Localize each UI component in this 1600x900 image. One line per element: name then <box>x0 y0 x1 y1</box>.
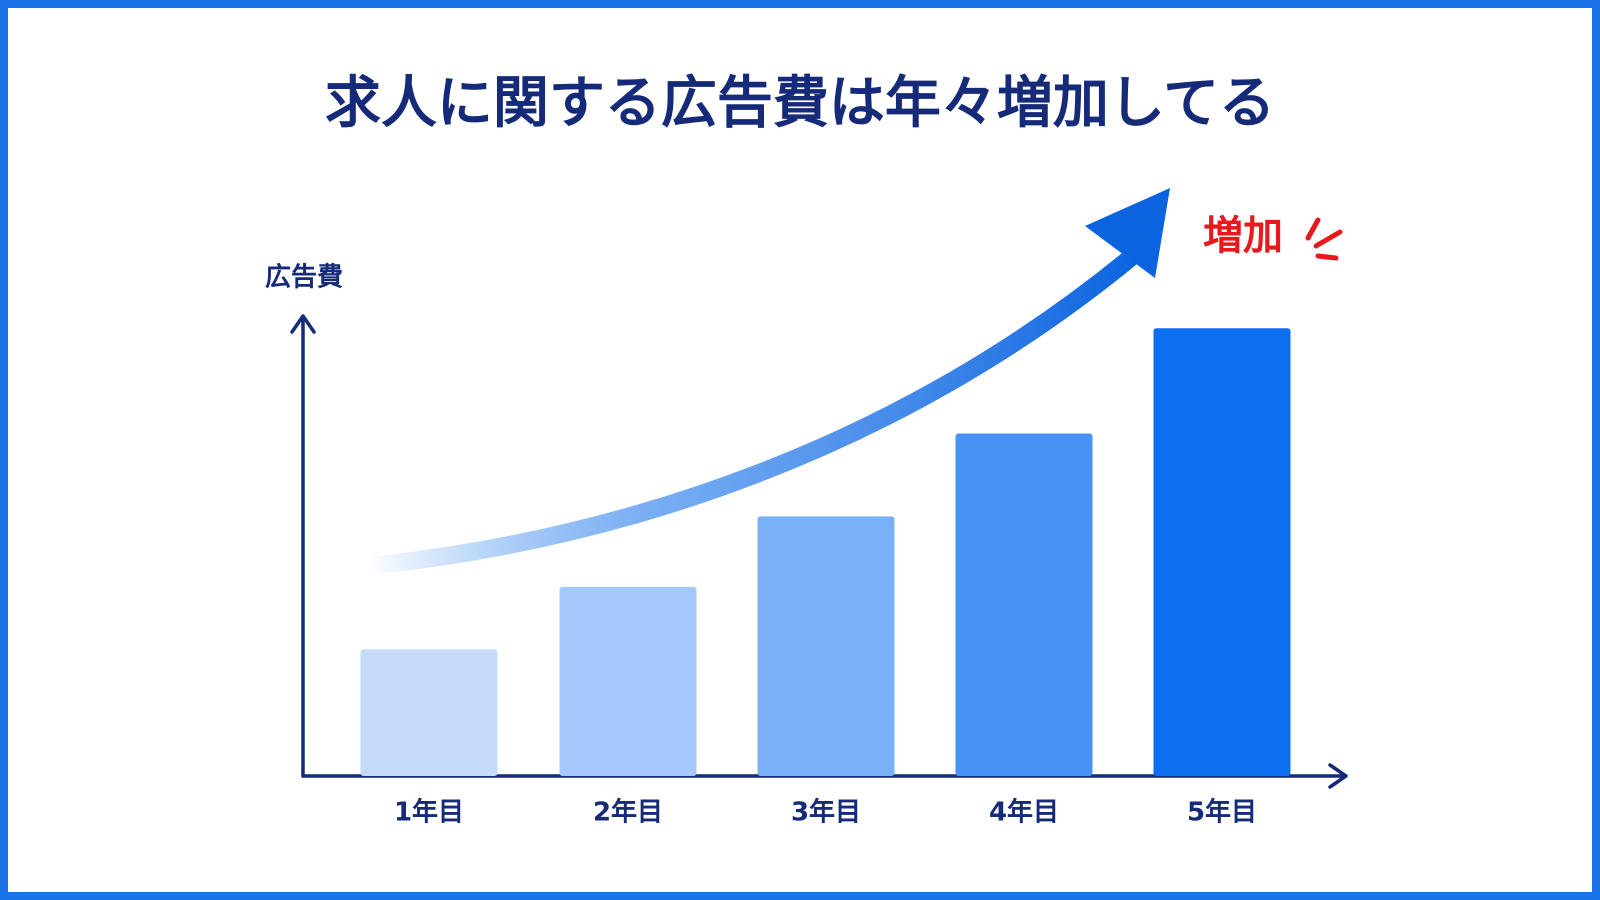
bar <box>1153 328 1291 776</box>
burst <box>1305 217 1343 261</box>
bar <box>757 516 895 776</box>
bar <box>955 433 1093 776</box>
x-tick-label: 1年目 <box>394 797 464 828</box>
x-tick-label: 3年目 <box>791 797 861 828</box>
bar <box>360 649 498 776</box>
annotation: 増加 <box>1203 213 1283 259</box>
trend-arrow-head <box>1085 188 1170 278</box>
x-tick-label: 2年目 <box>593 797 663 828</box>
trend-arrow <box>367 243 1146 575</box>
chart-title: 求人に関する広告費は年々増加してる <box>325 71 1275 136</box>
y-axis-label: 広告費 <box>265 262 343 293</box>
x-tick-label: 5年目 <box>1187 797 1257 828</box>
bar <box>559 586 697 776</box>
x-tick-label: 4年目 <box>989 797 1059 828</box>
